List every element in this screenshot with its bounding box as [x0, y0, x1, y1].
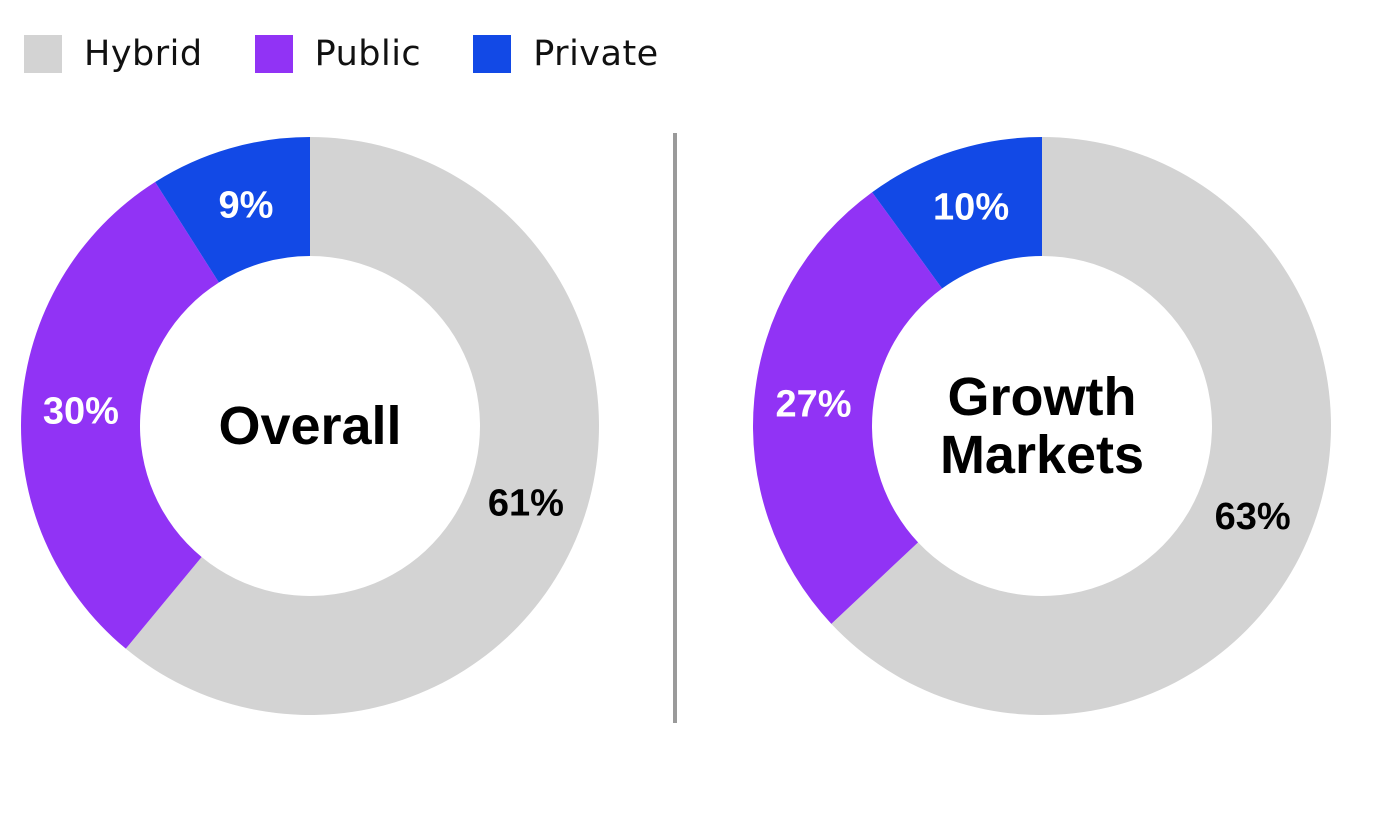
slice-private-overall [155, 137, 310, 283]
data-label-private-overall: 9% [219, 185, 274, 227]
data-label-hybrid-growth-markets: 63% [1215, 496, 1291, 538]
data-label-public-overall: 30% [43, 391, 119, 433]
legend-swatch-hybrid [24, 35, 62, 73]
legend-item-hybrid: Hybrid [24, 34, 203, 74]
legend-item-public: Public [254, 34, 422, 74]
data-label-private-growth-markets: 10% [933, 187, 1009, 229]
slice-private-growth-markets [872, 137, 1042, 289]
legend-item-private: Private [473, 34, 659, 74]
chart-divider [673, 133, 677, 723]
slice-public-growth-markets [753, 192, 943, 624]
donut-chart-overall: 61% 30% 9% Overall [20, 137, 599, 715]
legend-swatch-private [473, 35, 512, 73]
legend-label-hybrid: Hybrid [84, 34, 203, 74]
data-label-hybrid-overall: 61% [488, 483, 564, 525]
legend-label-private: Private [533, 34, 659, 74]
slice-public-overall [20, 181, 219, 649]
chart-title-growth-markets-line-1: Growth [948, 367, 1137, 427]
legend: Hybrid Public Private [24, 34, 711, 74]
legend-swatch-public [254, 35, 293, 73]
slice-hybrid-growth-markets [831, 137, 1331, 716]
chart-title-growth-markets-line-2: Markets [940, 425, 1144, 485]
legend-label-public: Public [314, 34, 422, 74]
data-label-public-growth-markets: 27% [775, 383, 851, 425]
chart-title-overall: Overall [218, 396, 401, 456]
slice-hybrid-overall [125, 137, 599, 715]
